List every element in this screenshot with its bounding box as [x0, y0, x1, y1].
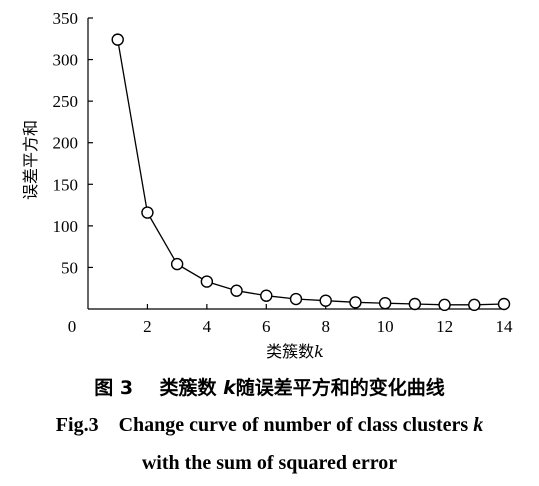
- elbow-chart: 50 100 150 200 250 300 350 0 2 4 6 8 10 12 14 类簇数k 误差平…: [21, 9, 514, 361]
- data-point: [111, 33, 124, 46]
- y-tick-label: 150: [53, 175, 79, 194]
- data-point: [260, 289, 273, 302]
- data-point: [349, 296, 362, 309]
- figure-caption-en-line2: with the sum of squared error: [0, 452, 539, 475]
- caption-en-line1: Change curve of number of class clusters: [118, 414, 474, 436]
- caption-en-prefix: Fig.3: [55, 414, 99, 436]
- axes: [87, 18, 504, 310]
- data-point: [230, 284, 243, 297]
- y-tick-label: 250: [53, 92, 79, 111]
- x-axis-title: 类簇数k: [266, 342, 324, 361]
- caption-en-line2: with the sum of squared error: [141, 452, 398, 474]
- data-point: [468, 298, 481, 312]
- data-point: [438, 298, 451, 312]
- data-point: [497, 297, 511, 311]
- data-point: [200, 275, 214, 288]
- x-tick-label: 0: [68, 317, 77, 336]
- ticks: 50 100 150 200 250 300 350 0 2 4 6 8 10 12 14: [53, 9, 514, 336]
- y-tick-label: 100: [53, 217, 79, 236]
- x-tick-label: 12: [436, 317, 453, 336]
- y-tick-label: 200: [53, 134, 79, 153]
- caption-en-var: k: [473, 414, 484, 436]
- figure-caption-en-line1: Fig.3 Change curve of number of class cl…: [0, 414, 539, 437]
- data-point: [378, 296, 392, 310]
- caption-cn-text: 类簇数: [159, 377, 224, 399]
- x-tick-label: 8: [321, 317, 330, 336]
- data-point: [408, 297, 422, 311]
- x-tick-label: 6: [262, 317, 271, 336]
- x-tick-label: 10: [377, 317, 394, 336]
- x-tick-label: 2: [143, 317, 152, 336]
- data-point: [170, 257, 184, 271]
- y-tick-label: 300: [53, 51, 79, 70]
- data-points: [111, 33, 511, 312]
- y-axis-title: 误差平方和: [21, 120, 40, 200]
- figure-caption-cn: 图 3 类簇数 k随误差平方和的变化曲线: [0, 373, 539, 400]
- y-tick-label: 350: [53, 9, 79, 28]
- caption-cn-var: k: [223, 377, 236, 399]
- data-point: [141, 206, 154, 219]
- data-point: [289, 292, 303, 306]
- x-tick-label: 14: [496, 317, 514, 336]
- caption-cn-prefix: 图 3: [94, 377, 134, 399]
- caption-cn-suffix: 随误差平方和的变化曲线: [235, 377, 445, 399]
- data-point: [319, 294, 332, 307]
- x-tick-label: 4: [203, 317, 212, 336]
- y-tick-label: 50: [61, 258, 78, 277]
